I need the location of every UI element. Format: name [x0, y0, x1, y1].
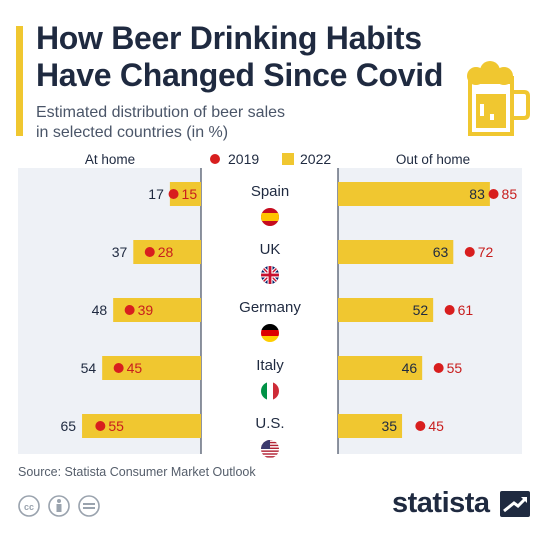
- dot-at-home-2019-uk: [144, 247, 155, 257]
- spain-flag-icon: [261, 208, 279, 226]
- category-label-germany: Germany: [239, 299, 301, 316]
- panel-label-at-home: At home: [85, 152, 135, 167]
- cc-icon: cc: [18, 495, 40, 517]
- label-at-home-2022-us: 65: [60, 418, 76, 434]
- attribution-icon: [48, 495, 70, 517]
- title-line-2: Have Changed Since Covid: [36, 57, 444, 93]
- label-at-home-2019-germany: 39: [138, 302, 154, 318]
- label-at-home-2019-uk: 28: [158, 244, 174, 260]
- brand-name: statista: [392, 487, 490, 519]
- label-at-home-2022-spain: 17: [148, 186, 164, 202]
- label-out-of-home-2022-spain: 83: [469, 186, 485, 202]
- bar-out-of-home-2022-uk: [338, 240, 454, 264]
- bar-out-of-home-2022-germany: [338, 298, 434, 322]
- category-label-us: U.S.: [255, 415, 284, 432]
- dot-out-of-home-2019-uk: [464, 247, 475, 257]
- legend-2019-dot: [210, 154, 220, 164]
- bar-at-home-2022-uk: [133, 240, 201, 264]
- bar-out-of-home-2022-spain: [338, 182, 490, 206]
- label-at-home-2022-uk: 37: [112, 244, 128, 260]
- label-out-of-home-2019-uk: 72: [478, 244, 494, 260]
- dot-out-of-home-2019-spain: [488, 189, 499, 199]
- beer-mug-icon: [467, 61, 530, 136]
- label-out-of-home-2019-us: 45: [428, 418, 444, 434]
- label-out-of-home-2022-us: 35: [381, 418, 397, 434]
- dot-at-home-2019-germany: [124, 305, 135, 315]
- label-out-of-home-2019-germany: 61: [458, 302, 474, 318]
- uk-flag-icon: [261, 266, 279, 284]
- dot-at-home-2019-italy: [113, 363, 124, 373]
- label-out-of-home-2019-spain: 85: [502, 186, 518, 202]
- label-at-home-2019-spain: 15: [182, 186, 198, 202]
- dot-out-of-home-2019-germany: [444, 305, 455, 315]
- label-at-home-2019-us: 55: [108, 418, 124, 434]
- category-label-italy: Italy: [256, 357, 284, 374]
- svg-text:cc: cc: [24, 502, 34, 512]
- brand-logo[interactable]: statista: [392, 487, 530, 520]
- label-at-home-2022-germany: 48: [92, 302, 108, 318]
- category-label-spain: Spain: [251, 183, 289, 200]
- chart: At home Out of home 2019 2022 17 15 83 85 Sp…: [18, 151, 522, 458]
- page-title: How Beer Drinking Habits Have Changed Si…: [36, 20, 456, 94]
- label-at-home-2019-italy: 45: [127, 360, 143, 376]
- cc-license-icons: cc: [18, 495, 100, 517]
- us-flag-icon: [261, 440, 279, 458]
- label-out-of-home-2022-uk: 63: [433, 244, 449, 260]
- legend-2022-square: [282, 153, 294, 165]
- panel-label-out-of-home: Out of home: [396, 152, 470, 167]
- subtitle-line-2: in selected countries (in %): [36, 124, 229, 141]
- subtitle: Estimated distribution of beer sales in …: [36, 103, 396, 143]
- subtitle-line-1: Estimated distribution of beer sales: [36, 104, 286, 121]
- dot-at-home-2019-spain: [168, 189, 179, 199]
- dot-at-home-2019-us: [95, 421, 106, 431]
- label-out-of-home-2022-italy: 46: [402, 360, 418, 376]
- italy-flag-icon: [261, 382, 279, 400]
- label-at-home-2022-italy: 54: [81, 360, 97, 376]
- dot-out-of-home-2019-us: [415, 421, 426, 431]
- germany-flag-icon: [261, 324, 279, 342]
- label-out-of-home-2019-italy: 55: [447, 360, 463, 376]
- bar-out-of-home-2022-italy: [338, 356, 423, 380]
- legend-2019-label: 2019: [228, 151, 259, 167]
- label-out-of-home-2022-germany: 52: [413, 302, 429, 318]
- dot-out-of-home-2019-italy: [433, 363, 444, 373]
- category-label-uk: UK: [260, 241, 281, 258]
- legend-2022-label: 2022: [300, 151, 331, 167]
- no-derivatives-icon: [78, 495, 100, 517]
- source-note: Source: Statista Consumer Market Outlook: [18, 465, 256, 479]
- accent-bar: [16, 26, 23, 136]
- statista-logo-icon: [500, 491, 530, 517]
- title-line-1: How Beer Drinking Habits: [36, 20, 422, 56]
- bar-out-of-home-2022-us: [338, 414, 403, 438]
